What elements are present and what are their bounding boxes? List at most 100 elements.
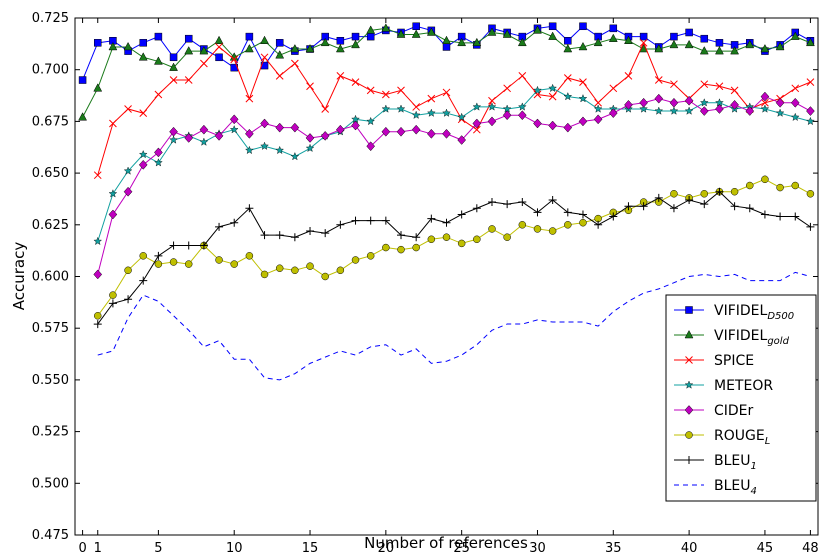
marker [487, 198, 496, 207]
marker [457, 135, 466, 145]
y-tick-label: 0.725 [32, 11, 69, 26]
x-tick-label: 15 [302, 541, 319, 554]
marker [488, 96, 496, 105]
marker [397, 86, 405, 95]
marker [336, 220, 345, 229]
marker [153, 56, 163, 65]
marker [761, 175, 769, 184]
legend-name: VIFIDEL [714, 303, 768, 319]
y-tick-label: 0.600 [32, 270, 69, 285]
marker [245, 204, 254, 213]
marker [245, 252, 254, 260]
marker [139, 109, 148, 117]
marker [154, 158, 163, 167]
marker [397, 245, 405, 254]
marker [351, 216, 360, 225]
marker [670, 32, 678, 41]
legend-box [665, 294, 817, 502]
marker [229, 125, 239, 134]
marker [685, 28, 693, 37]
marker [700, 200, 709, 209]
y-tick-label: 0.575 [32, 321, 69, 336]
marker [502, 110, 512, 121]
marker [154, 260, 163, 268]
marker [563, 122, 573, 133]
marker [320, 37, 330, 47]
marker [306, 262, 314, 270]
legend-name: METEOR [714, 378, 773, 394]
x-tick-label: 45 [757, 541, 774, 554]
marker [488, 225, 496, 233]
marker [806, 78, 815, 86]
marker [548, 22, 557, 31]
legend-label: VIFIDELgold [714, 328, 790, 347]
marker [806, 37, 815, 47]
marker [351, 256, 360, 264]
marker [169, 76, 178, 84]
marker [93, 269, 103, 280]
marker [139, 252, 147, 260]
legend-name: BLEU [714, 453, 751, 469]
marker [609, 212, 618, 221]
marker [260, 35, 269, 44]
marker [578, 210, 587, 219]
marker [593, 114, 603, 125]
marker [518, 72, 527, 80]
x-tick-label: 48 [802, 541, 819, 554]
marker [700, 190, 709, 198]
marker [93, 171, 102, 180]
marker [791, 181, 800, 190]
marker [154, 90, 163, 99]
marker [548, 31, 558, 40]
marker [487, 27, 497, 36]
x-tick-label: 1 [94, 541, 102, 554]
marker [199, 241, 208, 250]
marker [184, 76, 193, 84]
marker [685, 456, 693, 464]
marker [154, 251, 163, 260]
marker [109, 119, 117, 128]
marker [396, 104, 406, 113]
marker [548, 120, 557, 131]
marker [321, 105, 330, 113]
marker [169, 241, 178, 250]
marker [684, 405, 694, 415]
marker [215, 256, 223, 264]
marker [260, 141, 269, 150]
marker [215, 43, 223, 51]
marker [123, 186, 133, 197]
marker [457, 37, 467, 47]
marker [366, 25, 376, 34]
marker [517, 110, 527, 121]
marker [639, 104, 648, 113]
marker [699, 106, 709, 116]
marker [123, 41, 133, 51]
marker [214, 130, 224, 141]
marker [244, 43, 254, 53]
marker [715, 39, 724, 47]
legend-subscript: 4 [751, 486, 757, 497]
marker [700, 34, 709, 43]
marker [275, 122, 285, 133]
y-tick-label: 0.475 [32, 528, 69, 543]
legend-subscript: L [765, 436, 771, 447]
marker [775, 97, 785, 108]
marker [427, 214, 436, 223]
marker [290, 151, 300, 161]
marker [563, 74, 572, 82]
plot-frame [74, 17, 819, 536]
marker [229, 114, 239, 125]
marker [123, 166, 133, 175]
marker [275, 50, 285, 59]
marker [108, 209, 118, 220]
marker [260, 231, 269, 240]
marker [154, 32, 163, 41]
marker [366, 86, 375, 95]
marker [199, 124, 209, 135]
marker [760, 43, 770, 53]
x-tick-label: 25 [453, 541, 470, 554]
marker [275, 72, 284, 80]
marker [351, 32, 360, 41]
marker [760, 210, 769, 219]
